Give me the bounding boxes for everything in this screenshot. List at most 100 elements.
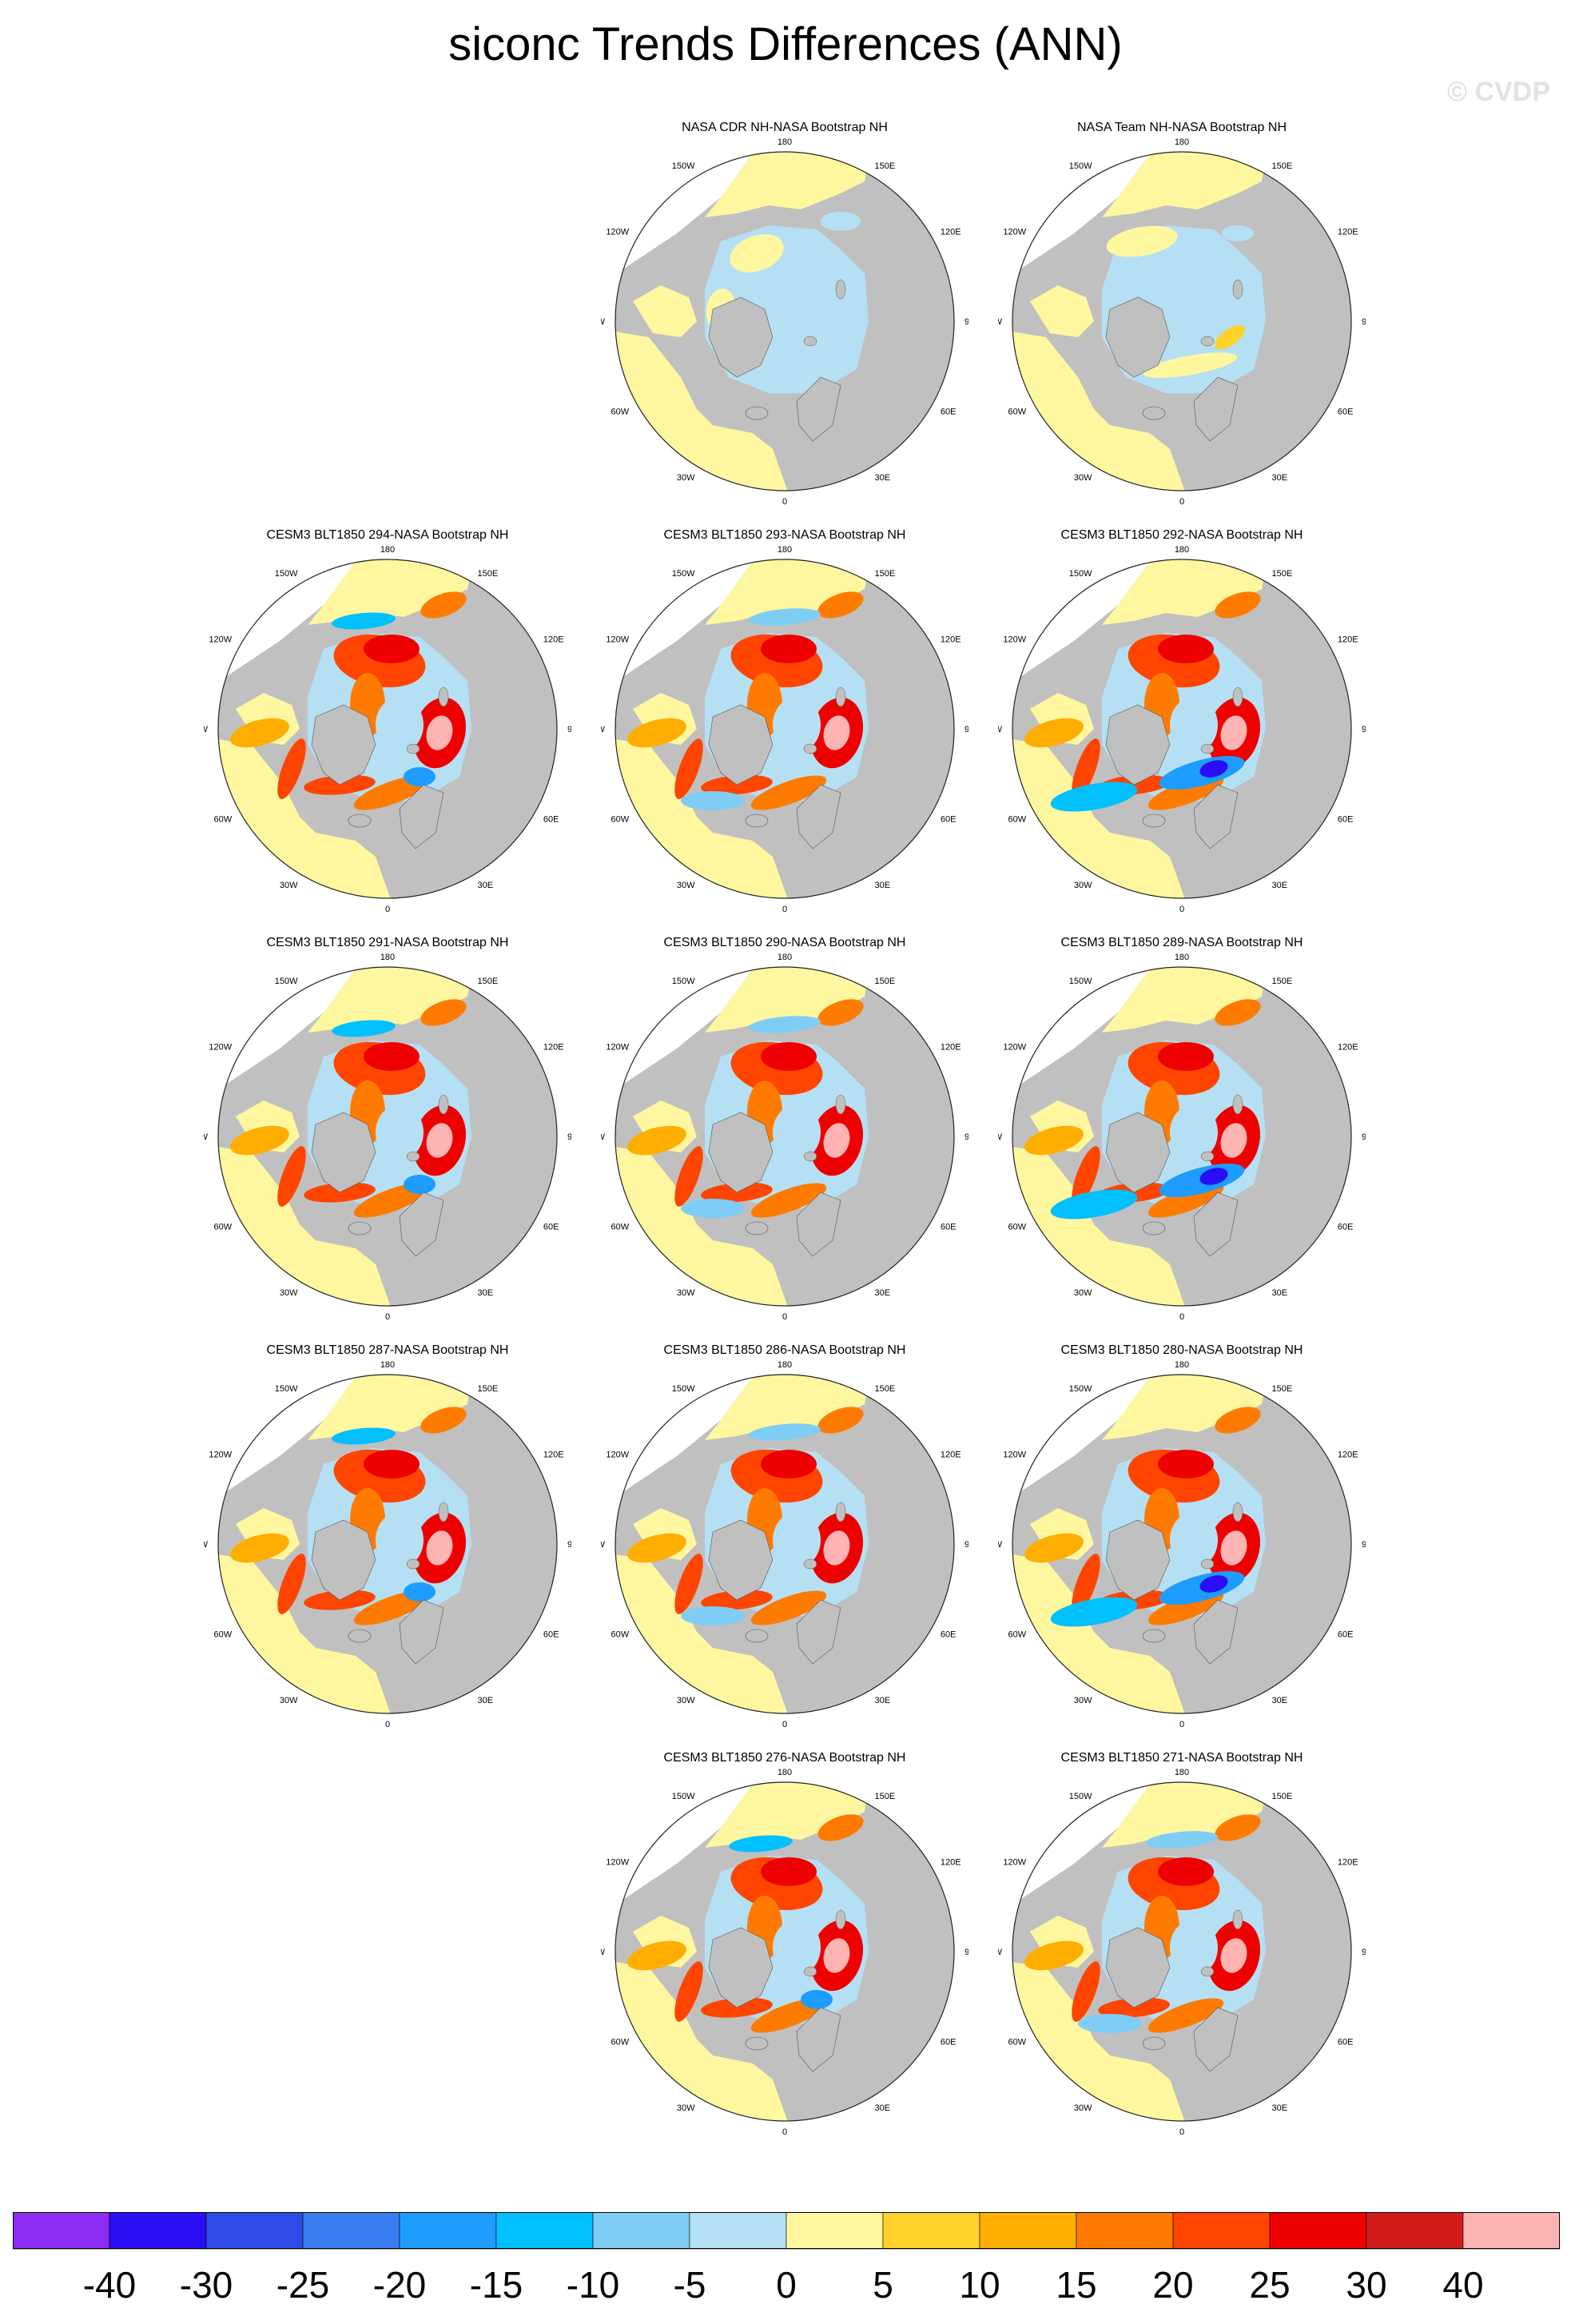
- trend-blob: [1220, 1123, 1247, 1158]
- longitude-label: 150E: [875, 161, 896, 171]
- longitude-label: 90W: [601, 1132, 606, 1142]
- colorbar-bin: [1462, 2212, 1560, 2250]
- longitude-label: 90E: [964, 1540, 968, 1550]
- longitude-label: 120W: [1003, 1043, 1026, 1053]
- trend-blob: [1050, 782, 1138, 812]
- panel-title: NASA CDR NH-NASA Bootstrap NH: [682, 121, 888, 134]
- polar-map: 180 150E 120E 90E 60E 30E 0 30W 60W 90W 120W 150W: [998, 1360, 1366, 1729]
- colorbar-tick-label: 10: [959, 2264, 1000, 2306]
- svalbard: [406, 743, 420, 754]
- longitude-label: 90E: [964, 1948, 968, 1957]
- scandinavia: [1193, 1192, 1239, 1257]
- trend-blob: [1215, 1814, 1261, 1841]
- longitude-label: 180: [778, 1768, 792, 1777]
- longitude-label: 90E: [964, 725, 968, 734]
- trend-blob: [277, 1554, 306, 1614]
- longitude-label: 120E: [941, 1451, 961, 1460]
- colorbar-bin: [13, 2212, 110, 2250]
- colorbar-tick-label: -30: [179, 2264, 233, 2306]
- polar-map: 180 150E 120E 90E 60E 30E 0 30W 60W 90W 120W 150W: [998, 1768, 1366, 2137]
- longitude-label: 30W: [1074, 881, 1092, 890]
- greenland: [1105, 1112, 1171, 1193]
- longitude-label: 60W: [1008, 408, 1027, 417]
- longitude-label: 180: [1175, 953, 1189, 962]
- longitude-label: 90E: [1362, 317, 1366, 327]
- scandinavia: [796, 1192, 841, 1257]
- longitude-label: 90W: [601, 725, 606, 734]
- trend-blob: [681, 1606, 745, 1626]
- longitude-label: 150W: [1069, 569, 1092, 579]
- greenland: [1105, 1927, 1171, 2008]
- longitude-label: 30W: [677, 473, 695, 483]
- trend-blob: [426, 1123, 453, 1158]
- trend-blob: [1215, 1407, 1261, 1434]
- longitude-label: 90E: [964, 1132, 968, 1142]
- novaya-zemlya: [1232, 1909, 1243, 1930]
- trend-blob: [332, 1427, 396, 1445]
- longitude-label: 30W: [1074, 473, 1092, 483]
- polar-map: 180 150E 120E 90E 60E 30E 0 30W 60W 90W 120W 150W: [998, 545, 1366, 914]
- greenland: [708, 1112, 774, 1193]
- longitude-label: 120E: [1338, 635, 1358, 645]
- longitude-label: 180: [1175, 137, 1189, 147]
- polar-map: 180 150E 120E 90E 60E 30E 0 30W 60W 90W 120W 150W: [601, 953, 968, 1322]
- longitude-label: 60W: [1008, 1223, 1027, 1232]
- map-panel: CESM3 BLT1850 276-NASA Bootstrap NH 180 15…: [601, 1750, 968, 2154]
- longitude-label: 30E: [1272, 2103, 1288, 2113]
- map-panel: NASA CDR NH-NASA Bootstrap NH 180 150E 120E…: [601, 120, 968, 523]
- novaya-zemlya: [835, 279, 846, 300]
- map-panel: CESM3 BLT1850 291-NASA Bootstrap NH 180 15…: [204, 935, 571, 1339]
- longitude-label: 150W: [672, 1384, 695, 1394]
- iceland: [1142, 814, 1166, 828]
- trend-blob: [364, 1450, 420, 1478]
- trend-blob: [750, 1183, 827, 1218]
- longitude-label: 30W: [1074, 1696, 1092, 1705]
- trend-blob: [1170, 1512, 1218, 1568]
- scandinavia: [796, 1599, 841, 1665]
- trend-blob: [1158, 635, 1214, 663]
- map-panel: CESM3 BLT1850 289-NASA Bootstrap NH 180 15…: [998, 935, 1366, 1339]
- greenland: [1105, 296, 1171, 378]
- map-outline: [614, 151, 955, 491]
- longitude-label: 180: [778, 545, 792, 555]
- trend-blob: [823, 1123, 850, 1158]
- trend-blob: [674, 1554, 703, 1614]
- longitude-label: 60W: [611, 1630, 630, 1640]
- trend-blob: [730, 234, 784, 273]
- longitude-label: 30E: [1272, 881, 1288, 890]
- map-panel: CESM3 BLT1850 271-NASA Bootstrap NH 180 15…: [998, 1750, 1366, 2154]
- longitude-label: 30E: [478, 881, 494, 890]
- novaya-zemlya: [438, 686, 449, 707]
- longitude-label: 150E: [1272, 1384, 1293, 1394]
- trend-blob: [1146, 1831, 1218, 1848]
- panel-title: CESM3 BLT1850 294-NASA Bootstrap NH: [266, 528, 509, 542]
- longitude-label: 180: [1175, 545, 1189, 555]
- longitude-label: 60E: [1338, 1223, 1354, 1232]
- longitude-label: 30E: [1272, 473, 1288, 483]
- longitude-label: 30W: [280, 1696, 298, 1705]
- trend-blob: [1078, 2014, 1142, 2033]
- map-outline: [1012, 1781, 1352, 2122]
- scandinavia: [796, 784, 841, 850]
- trend-blob: [1072, 1146, 1100, 1207]
- longitude-label: 120W: [606, 1043, 629, 1053]
- svalbard: [803, 1558, 817, 1570]
- longitude-label: 60E: [543, 815, 559, 825]
- longitude-label: 30W: [1074, 2103, 1092, 2113]
- longitude-label: 150W: [672, 569, 695, 579]
- longitude-label: 90E: [1362, 1540, 1366, 1550]
- trend-blob: [376, 1512, 424, 1568]
- iceland: [1142, 1629, 1166, 1643]
- panel-title: CESM3 BLT1850 290-NASA Bootstrap NH: [663, 936, 906, 949]
- trend-blob: [750, 1590, 827, 1626]
- longitude-label: 30W: [677, 881, 695, 890]
- longitude-label: 180: [380, 953, 395, 962]
- longitude-label: 120E: [941, 228, 961, 237]
- polar-map: 180 150E 120E 90E 60E 30E 0 30W 60W 90W 120W 150W: [601, 137, 968, 507]
- longitude-label: 150W: [275, 569, 298, 579]
- trend-blob: [801, 1990, 833, 2009]
- colorbar-tick-label: -5: [673, 2264, 706, 2306]
- colorbar-tick-label: 15: [1056, 2264, 1097, 2306]
- iceland: [745, 814, 769, 828]
- iceland: [745, 2036, 769, 2051]
